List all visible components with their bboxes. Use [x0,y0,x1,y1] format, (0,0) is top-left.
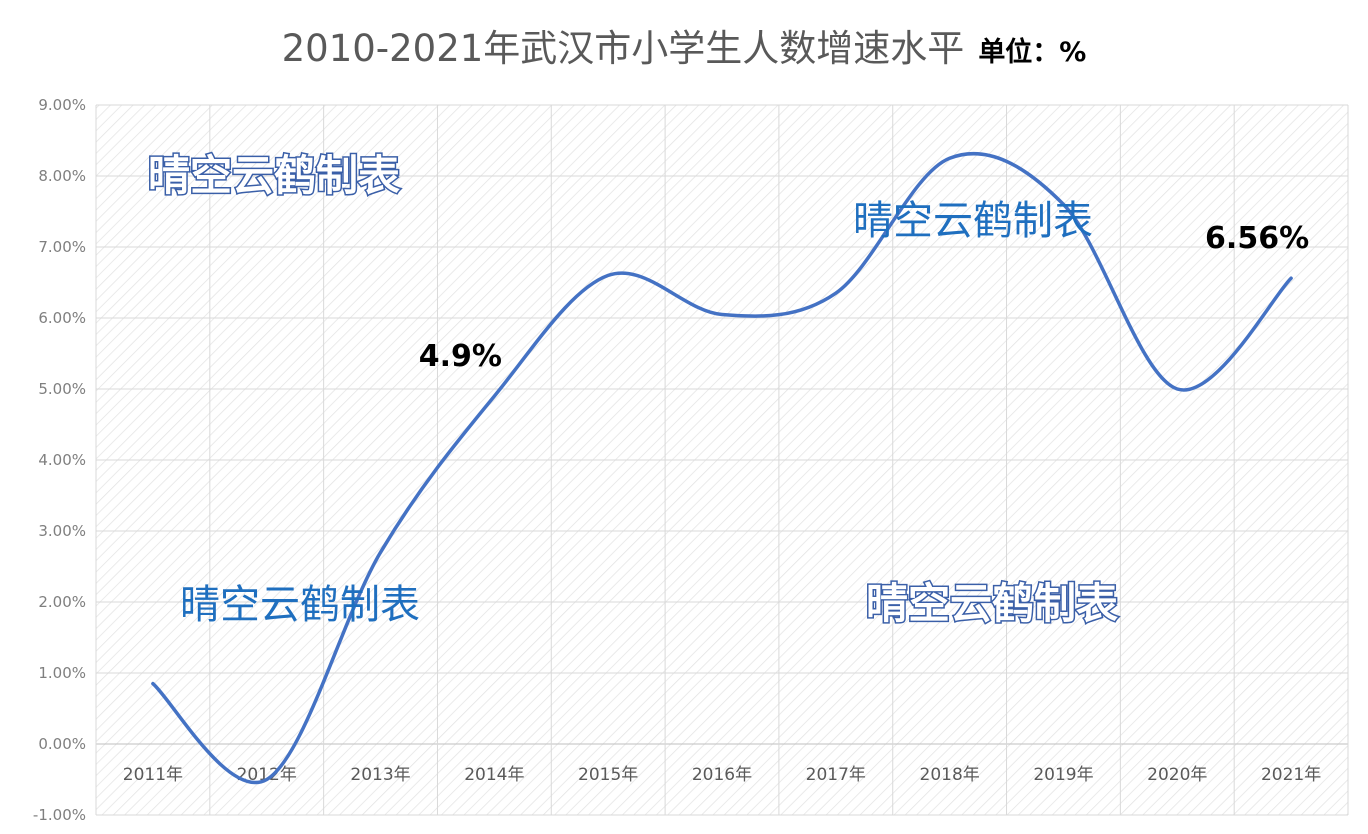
y-tick-label: 6.00% [38,309,86,327]
watermark-text: 晴空云鹤制表 [180,582,420,628]
y-tick-label: 0.00% [38,735,86,753]
watermark-text: 晴空云鹤制表 [853,198,1093,244]
data-label: 4.9% [419,339,502,374]
y-tick-label: 4.00% [38,451,86,469]
x-tick-label: 2014年 [464,765,524,785]
y-tick-label: -1.00% [33,806,86,824]
x-tick-label: 2015年 [578,765,638,785]
x-tick-label: 2011年 [123,765,183,785]
x-tick-label: 2012年 [237,765,297,785]
y-tick-label: 7.00% [38,238,86,256]
watermarks: 晴空云鹤制表 晴空云鹤制表 晴空云鹤制表 晴空云鹤制表 [147,150,1120,630]
x-axis: 2011年 2012年 2013年 2014年 2015年 2016年 2017年 2018年… [123,765,1321,785]
unit-label: 单位：% [978,37,1087,68]
y-tick-label: 3.00% [38,522,86,540]
x-tick-label: 2018年 [920,765,980,785]
x-tick-label: 2020年 [1147,765,1207,785]
grid-lines [95,104,1349,816]
y-tick-label: 8.00% [38,167,86,185]
y-tick-label: 9.00% [38,96,86,114]
data-label: 6.56% [1205,221,1309,256]
chart-title: 2010-2021年武汉市小学生人数增速水平 [281,27,965,70]
y-tick-label: 2.00% [38,593,86,611]
x-tick-label: 2016年 [692,765,752,785]
watermark-text: 晴空云鹤制表 [148,151,400,200]
watermark-text: 晴空云鹤制表 [866,579,1118,628]
series-line [151,152,1293,785]
x-tick-label: 2021年 [1261,765,1321,785]
y-tick-label: 1.00% [38,664,86,682]
chart-header: 2010-2021年武汉市小学生人数增速水平 单位：% [0,18,1368,72]
data-annotations: 4.9% 6.56% [419,221,1309,374]
x-tick-label: 2017年 [806,765,866,785]
y-tick-label: 5.00% [38,380,86,398]
x-tick-label: 2013年 [350,765,410,785]
y-axis: -1.00% 0.00% 1.00% 2.00% 3.00% 4.00% 5.00% 6.00… [33,96,86,824]
x-tick-label: 2019年 [1033,765,1093,785]
